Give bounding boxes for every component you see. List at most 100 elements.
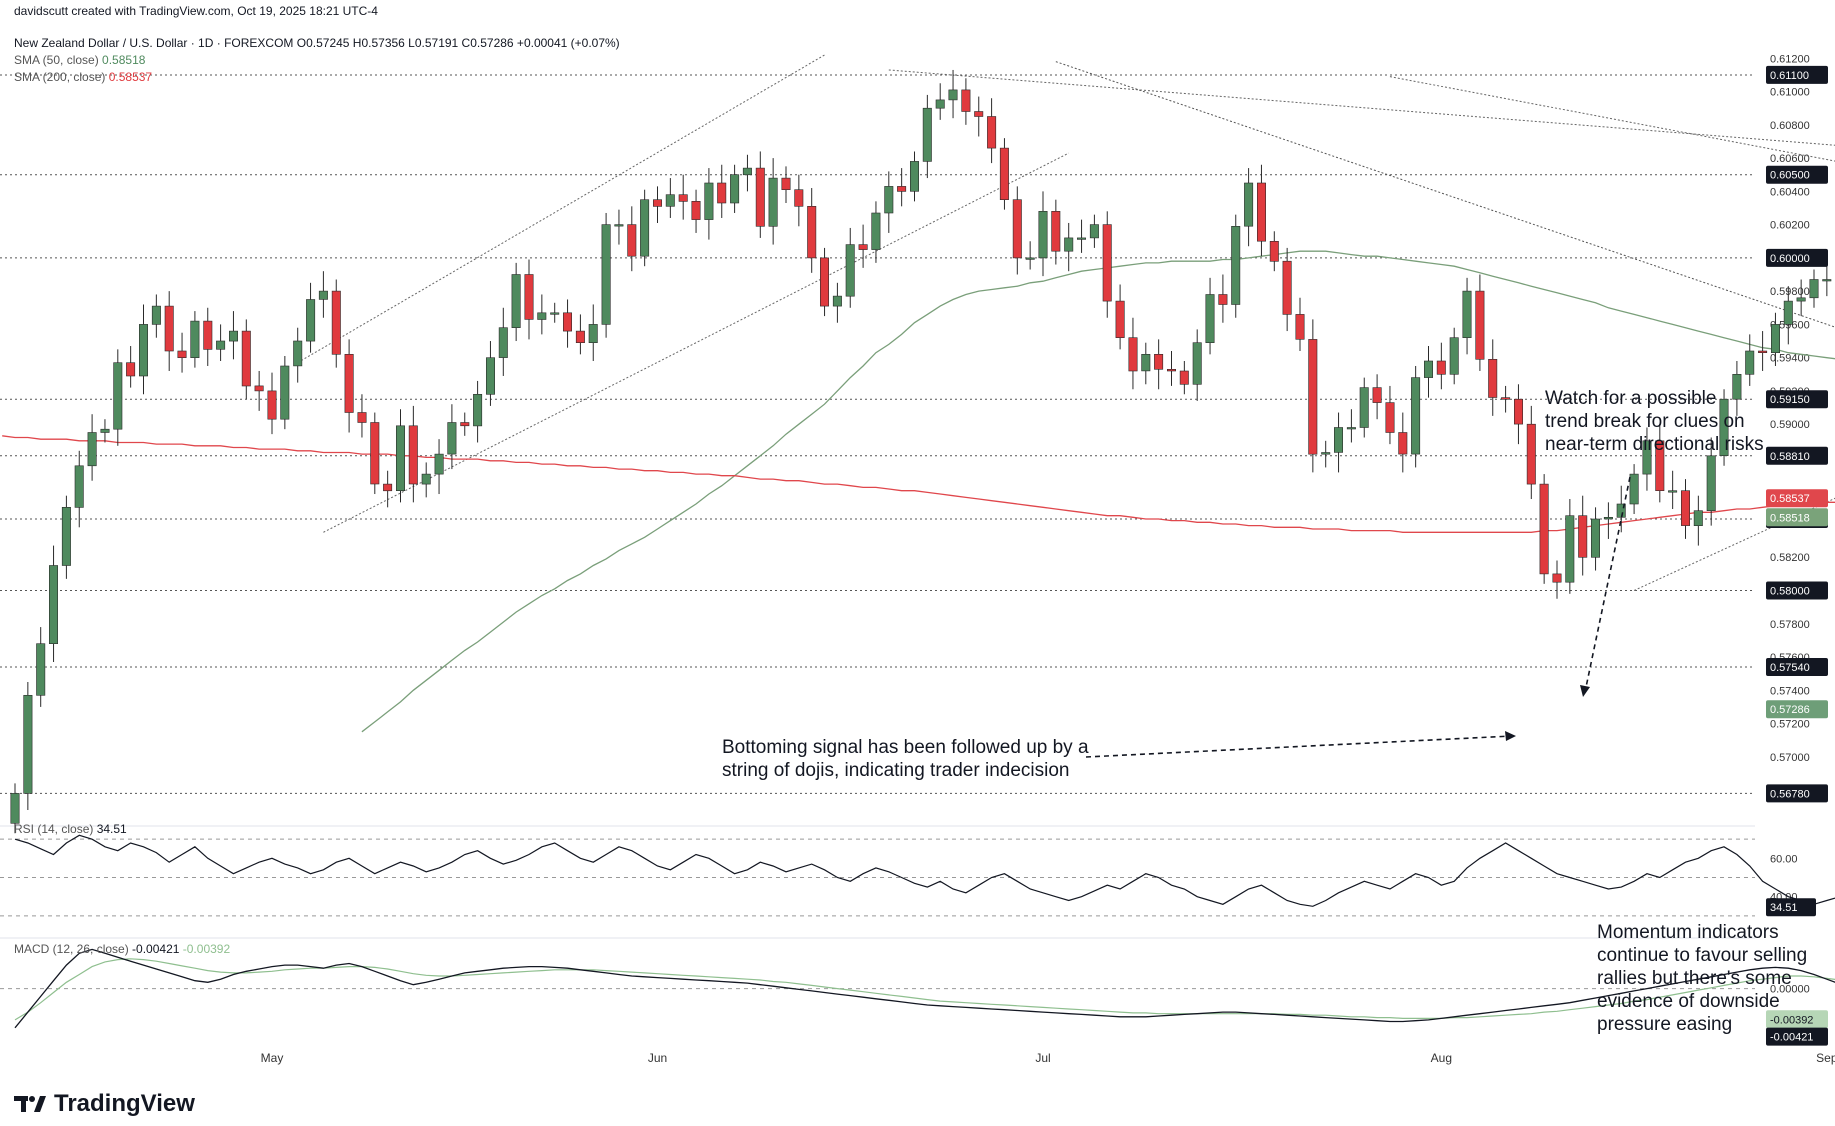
candle-body <box>1771 324 1781 353</box>
candle-body <box>1603 516 1613 520</box>
candle-body <box>665 194 675 207</box>
candle-body <box>819 257 829 307</box>
trendline <box>1055 61 1835 328</box>
annotation-line: Momentum indicators <box>1597 922 1779 943</box>
rsi-value: 34.51 <box>96 822 127 836</box>
sma200-value: 0.58537 <box>108 70 153 84</box>
current-price-tag: 0.57286 <box>1770 704 1810 716</box>
candle-body <box>139 324 149 377</box>
candle-body <box>267 390 277 420</box>
candle-body <box>1424 360 1434 378</box>
price-tick-label: 0.59800 <box>1770 286 1810 298</box>
candle-body <box>1591 518 1601 558</box>
candle-body <box>794 189 804 207</box>
candle-body <box>113 362 123 430</box>
trendline <box>1389 76 1835 162</box>
candle-body <box>1244 182 1254 227</box>
candle-body <box>36 643 46 696</box>
candle-body <box>1758 350 1768 354</box>
macd-legend: MACD (12, 26, close) -0.00421 -0.00392 <box>14 942 230 956</box>
tradingview-logo-icon <box>14 1096 46 1112</box>
candle-body <box>177 350 187 358</box>
candle-body <box>755 167 765 227</box>
candle-body <box>74 465 84 508</box>
candle-body <box>1025 257 1035 260</box>
candle-body <box>562 312 572 332</box>
candle-body <box>1706 455 1716 511</box>
price-level-tag-bg <box>1766 784 1828 803</box>
candle-body <box>229 330 239 342</box>
candle-body <box>884 186 894 214</box>
candle-body <box>1167 368 1177 372</box>
candle-body <box>1462 290 1472 339</box>
price-tick-label: 0.57800 <box>1770 619 1810 631</box>
candle-body <box>1488 358 1498 398</box>
candle-body <box>1359 387 1369 428</box>
candle-body <box>1295 314 1305 340</box>
candle-body <box>498 327 508 358</box>
signal-line <box>14 958 1835 1021</box>
ohlc-values: O0.57245 H0.57356 L0.57191 C0.57286 +0.0… <box>296 36 620 50</box>
candle-body <box>922 107 932 162</box>
price-tick-label: 0.57000 <box>1770 752 1810 764</box>
candle-body <box>1372 387 1382 403</box>
candle-body <box>344 353 354 413</box>
annotation-line: near-term directional risks <box>1545 434 1764 455</box>
sma50-value: 0.58518 <box>102 53 146 67</box>
candle-body <box>614 224 624 227</box>
candle-body <box>1012 199 1022 259</box>
price-tick-label: 0.59400 <box>1770 353 1810 365</box>
symbol-name: New Zealand Dollar / U.S. Dollar · 1D · … <box>14 36 294 50</box>
price-tick-label: 0.57200 <box>1770 719 1810 731</box>
candle-body <box>216 340 226 350</box>
time-axis-label: Jun <box>648 1051 667 1065</box>
candle-body <box>1282 260 1292 315</box>
tradingview-logo[interactable]: TradingView <box>14 1090 195 1118</box>
signal-value-tag: -0.00392 <box>1770 1014 1813 1026</box>
candle-body <box>1154 353 1164 370</box>
candle-body <box>627 224 637 257</box>
macd-tick-label: 0.00000 <box>1770 984 1810 996</box>
candle-body <box>241 330 251 387</box>
signal-value: -0.00392 <box>182 942 231 956</box>
macd-value-tag-bg <box>1766 1027 1828 1046</box>
trendline <box>323 152 1069 533</box>
candle-body <box>1565 515 1575 583</box>
candle-body <box>331 290 341 355</box>
trendline <box>888 69 1835 146</box>
candle-body <box>357 412 367 423</box>
rsi-value-tag-bg <box>1766 898 1816 917</box>
current-price-tag-bg <box>1766 700 1828 719</box>
candle-body <box>717 182 727 204</box>
candle-body <box>588 324 598 343</box>
price-level-tag: 0.58810 <box>1770 451 1810 463</box>
candle-body <box>987 116 997 149</box>
candle-body <box>318 290 328 300</box>
candle-body <box>434 453 444 475</box>
arrow-line <box>1085 735 1513 758</box>
candle-body <box>1179 370 1189 385</box>
candle-body <box>1449 337 1459 375</box>
rsi-line <box>14 834 1835 907</box>
time-axis-label: Sep <box>1816 1051 1835 1065</box>
price-level-tag: 0.60500 <box>1770 170 1810 182</box>
candle-body <box>730 174 740 204</box>
candle-body <box>1616 503 1626 518</box>
candle-body <box>601 224 611 325</box>
candle-body <box>1231 226 1241 305</box>
annotation-line: Bottoming signal has been followed up by… <box>722 737 1089 758</box>
candle-body <box>100 428 110 433</box>
candle-body <box>1475 290 1485 360</box>
candle-body <box>974 111 984 117</box>
price-level-tag: 0.58000 <box>1770 585 1810 597</box>
time-axis-label: May <box>261 1051 284 1065</box>
candle-body <box>1115 300 1125 339</box>
time-axis-label: Jul <box>1035 1051 1050 1065</box>
candle-body <box>473 393 483 427</box>
price-level-tag-bg <box>1766 658 1828 676</box>
candle-body <box>640 199 650 257</box>
candle-body <box>1321 452 1331 455</box>
annotation-line: trend break for clues on <box>1545 411 1745 432</box>
candle-body <box>164 305 174 352</box>
